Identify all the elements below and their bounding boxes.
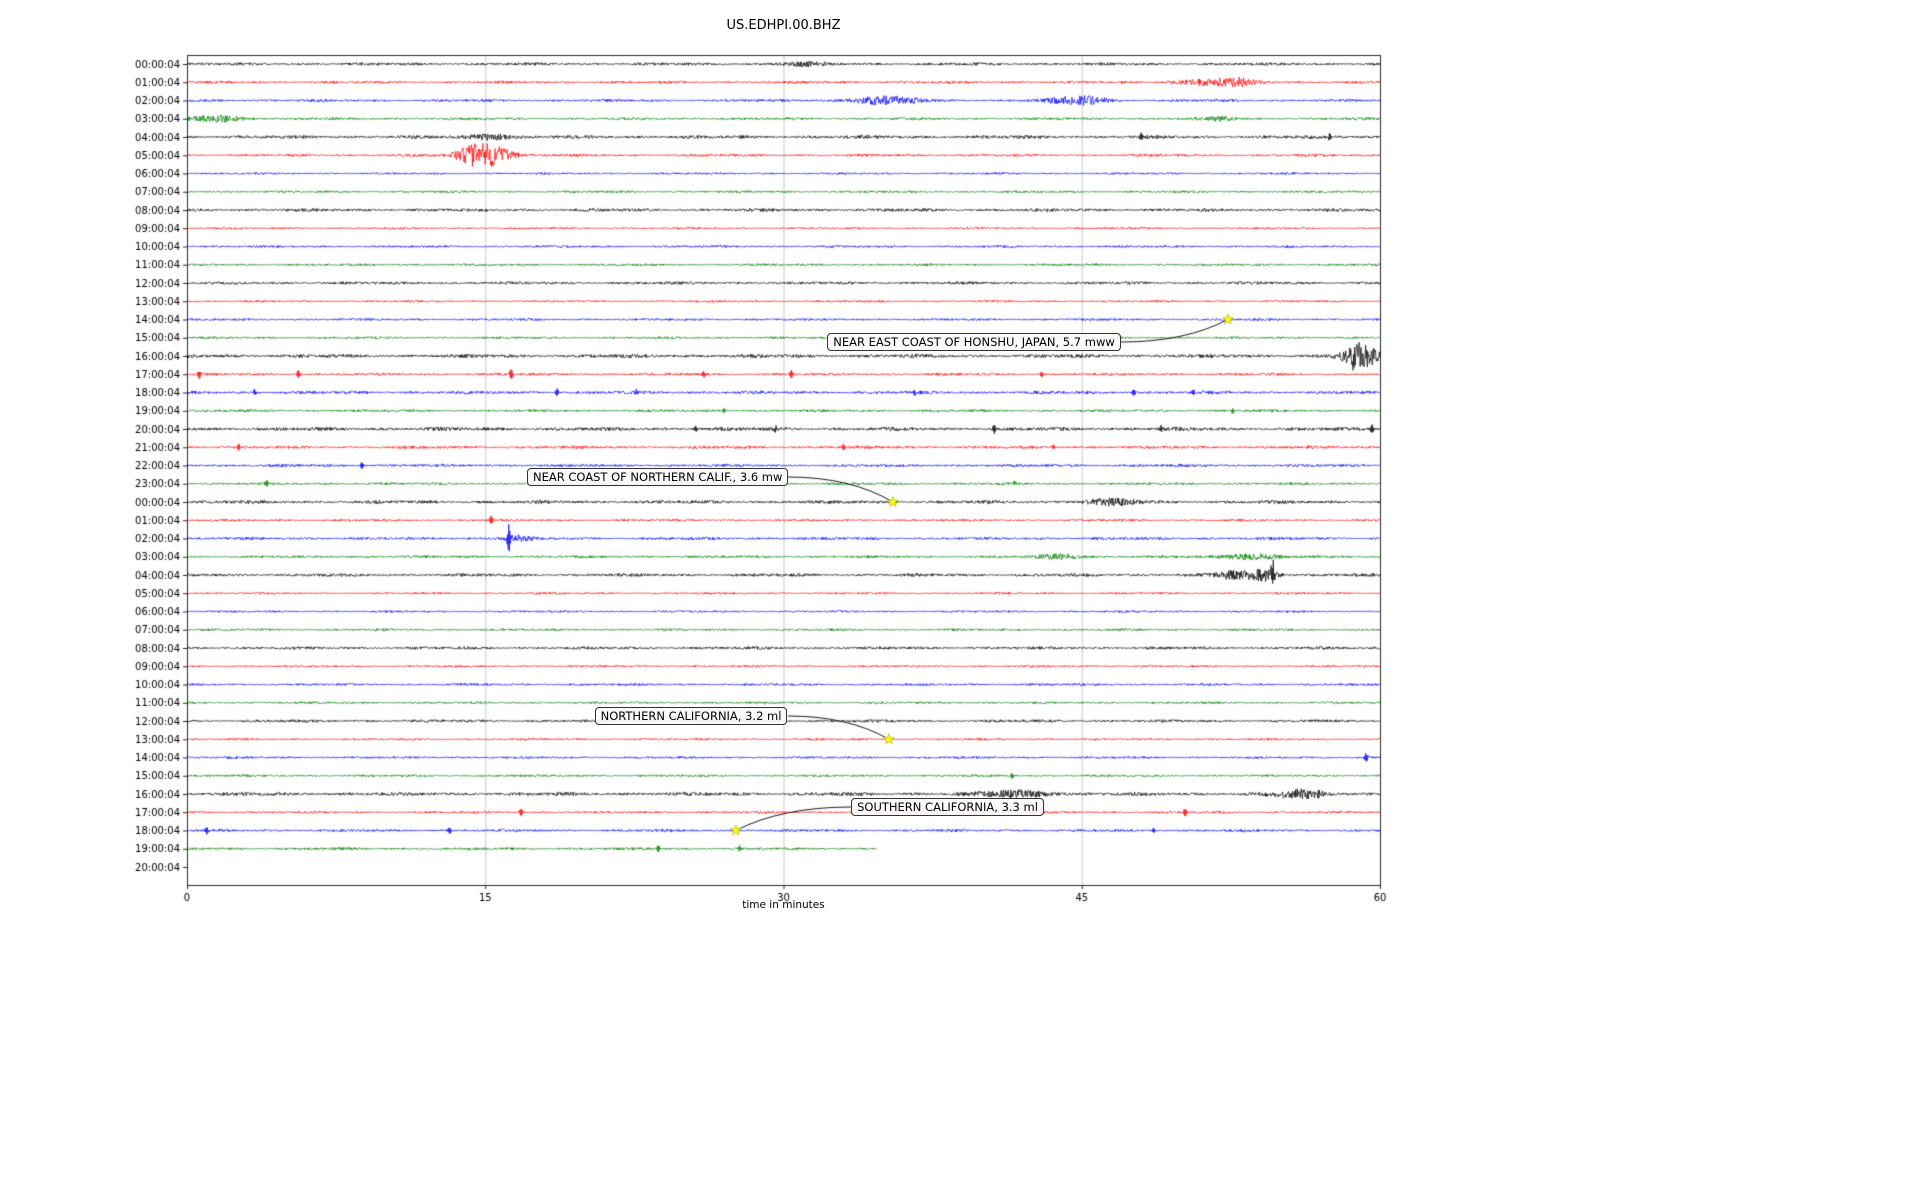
event-annotation-southern-california: SOUTHERN CALIFORNIA, 3.3 ml <box>851 797 1044 816</box>
x-axis-label: time in minutes <box>742 899 825 911</box>
event-annotation-honshu: NEAR EAST COAST OF HONSHU, JAPAN, 5.7 mw… <box>827 333 1121 352</box>
event-annotation-northern-calif: NEAR COAST OF NORTHERN CALIF., 3.6 mw <box>527 468 789 487</box>
event-annotation-northern-california: NORTHERN CALIFORNIA, 3.2 ml <box>594 706 788 725</box>
chart-title: US.EDHPI.00.BHZ <box>726 18 841 33</box>
